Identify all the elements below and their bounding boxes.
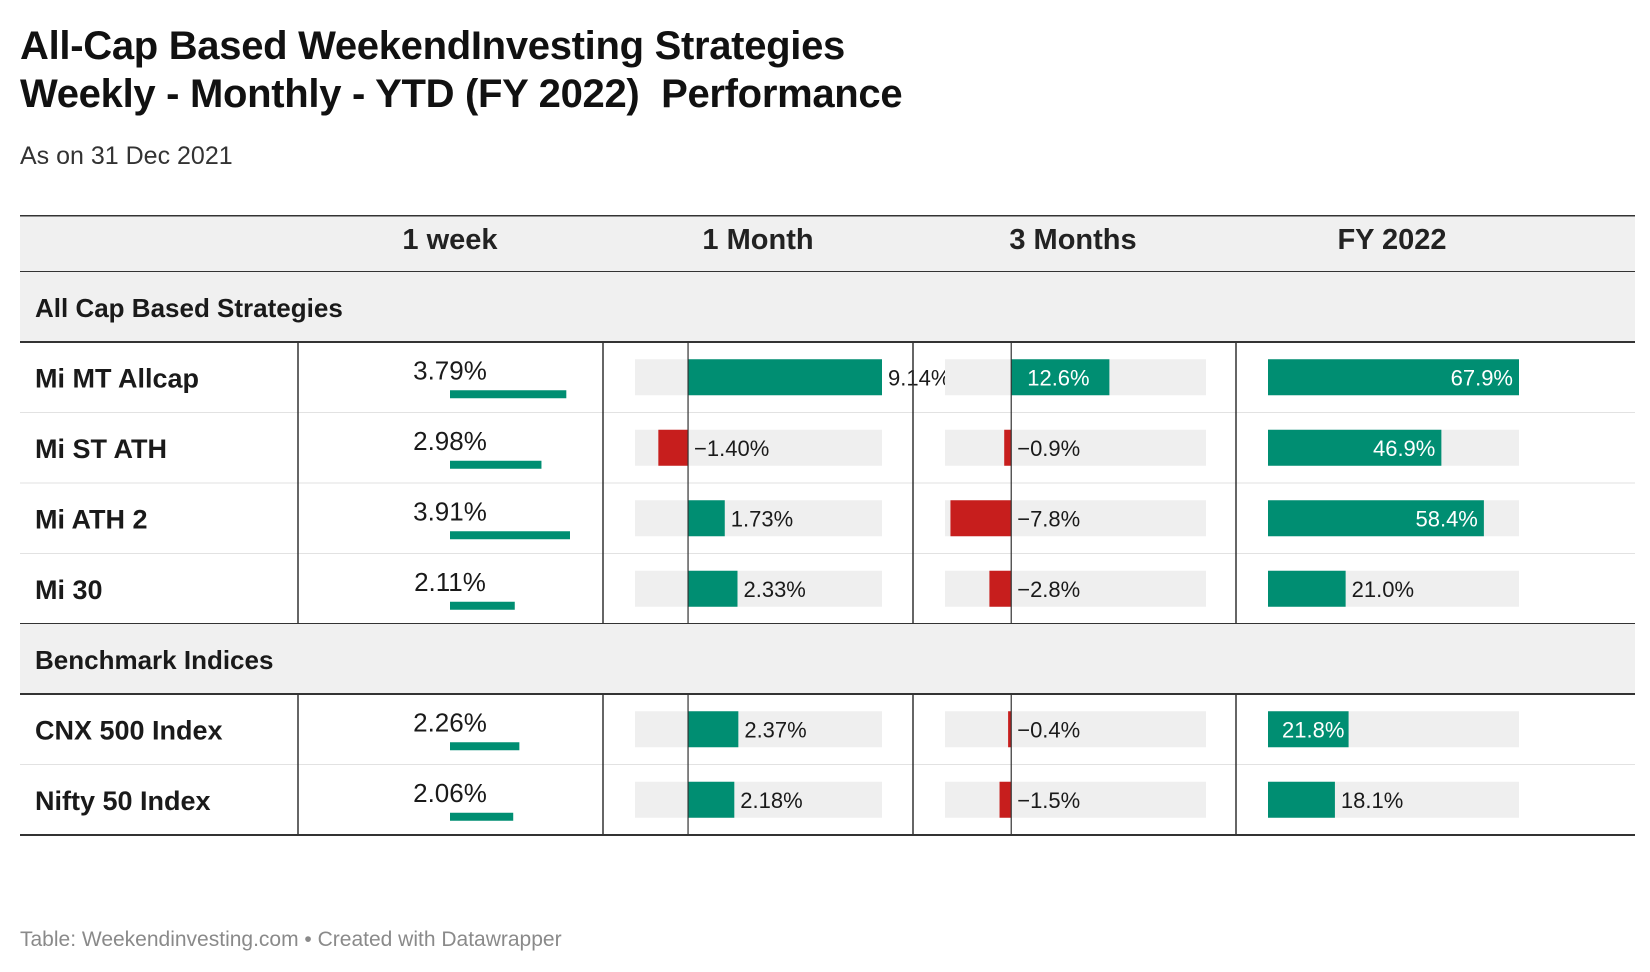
chart-title: All-Cap Based WeekendInvesting Strategie…	[20, 22, 903, 118]
three_months-value-label: −0.9%	[1017, 436, 1080, 461]
three_months-bar-background	[945, 429, 1206, 466]
fy-bar	[1268, 711, 1349, 748]
three_months-bar	[1011, 359, 1110, 396]
column-header: 1 week	[402, 224, 498, 256]
group-header-label: All Cap Based Strategies	[35, 293, 343, 323]
month-bar	[688, 359, 882, 396]
row-label: Mi ATH 2	[35, 504, 148, 534]
three_months-bar	[989, 570, 1012, 607]
month-value-label: 2.18%	[740, 788, 802, 813]
fy-value-label: 21.0%	[1352, 577, 1414, 602]
group-header-bg	[20, 272, 1635, 342]
week-bar	[450, 390, 567, 399]
week-value-label: 2.98%	[413, 426, 487, 456]
week-bar	[450, 812, 514, 821]
three_months-value-label: −1.5%	[1017, 788, 1080, 813]
fy-bar	[1268, 429, 1442, 466]
three_months-bar	[1008, 711, 1012, 748]
title-line-1: All-Cap Based WeekendInvesting Strategie…	[20, 24, 845, 68]
chart-subtitle: As on 31 Dec 2021	[20, 142, 233, 170]
week-value-label: 2.06%	[413, 778, 487, 808]
fy-value-label: 21.8%	[1282, 717, 1344, 742]
week-value-label: 2.26%	[413, 707, 487, 737]
week-value-label: 3.91%	[413, 496, 487, 526]
footer-credit: Table: Weekendinvesting.com • Created wi…	[20, 928, 562, 951]
fy-bar	[1268, 500, 1484, 537]
month-bar-background	[635, 711, 882, 748]
row-label: Mi MT Allcap	[35, 363, 199, 393]
three_months-bar	[950, 500, 1012, 537]
three_months-bar-background	[945, 570, 1206, 607]
group-header-label: Benchmark Indices	[35, 645, 273, 675]
month-value-label: −1.40%	[694, 436, 769, 461]
fy-bar	[1268, 781, 1335, 818]
three_months-value-label: 12.6%	[1027, 365, 1089, 390]
three_months-value-label: −2.8%	[1017, 577, 1080, 602]
fy-value-label: 58.4%	[1415, 506, 1477, 531]
row-label: Nifty 50 Index	[35, 786, 211, 816]
row-label: Mi 30	[35, 575, 103, 605]
month-bar-background	[635, 781, 882, 818]
month-bar	[688, 781, 735, 818]
three_months-bar-background	[945, 711, 1206, 748]
week-value-label: 2.11%	[414, 567, 486, 597]
three_months-bar-background	[945, 781, 1206, 818]
month-bar	[688, 500, 725, 537]
month-bar-background	[635, 570, 882, 607]
group-header-bg	[20, 624, 1635, 694]
title-line-2: Weekly - Monthly - YTD (FY 2022) Perform…	[20, 72, 903, 116]
performance-table: 1 week 1 Month 3 Months FY 2022 All Cap Base…	[20, 215, 1635, 836]
month-value-label: 1.73%	[731, 506, 793, 531]
fy-value-label: 46.9%	[1373, 436, 1435, 461]
row-label: CNX 500 Index	[35, 715, 223, 745]
three_months-value-label: −7.8%	[1017, 506, 1080, 531]
week-value-label: 3.79%	[413, 355, 487, 385]
fy-bar	[1268, 359, 1519, 396]
month-bar	[688, 570, 738, 607]
week-bar	[450, 742, 520, 751]
fy-value-label: 18.1%	[1341, 788, 1403, 813]
column-header: FY 2022	[1337, 224, 1446, 256]
week-bar	[450, 531, 570, 540]
three_months-bar	[999, 781, 1012, 818]
row-label: Mi ST ATH	[35, 434, 167, 464]
month-bar-background	[635, 500, 882, 537]
month-bar	[658, 429, 689, 466]
header-row-bg	[20, 215, 1635, 272]
column-header: 3 Months	[1009, 224, 1136, 256]
fy-bar	[1268, 570, 1346, 607]
month-value-label: 2.33%	[743, 577, 805, 602]
column-header: 1 Month	[702, 224, 813, 256]
month-value-label: 9.14%	[888, 365, 950, 390]
month-bar	[688, 711, 739, 748]
three_months-bar	[1004, 429, 1012, 466]
three_months-value-label: −0.4%	[1017, 717, 1080, 742]
fy-value-label: 67.9%	[1451, 365, 1513, 390]
week-bar	[450, 601, 515, 610]
week-bar	[450, 460, 542, 469]
month-value-label: 2.37%	[744, 717, 806, 742]
